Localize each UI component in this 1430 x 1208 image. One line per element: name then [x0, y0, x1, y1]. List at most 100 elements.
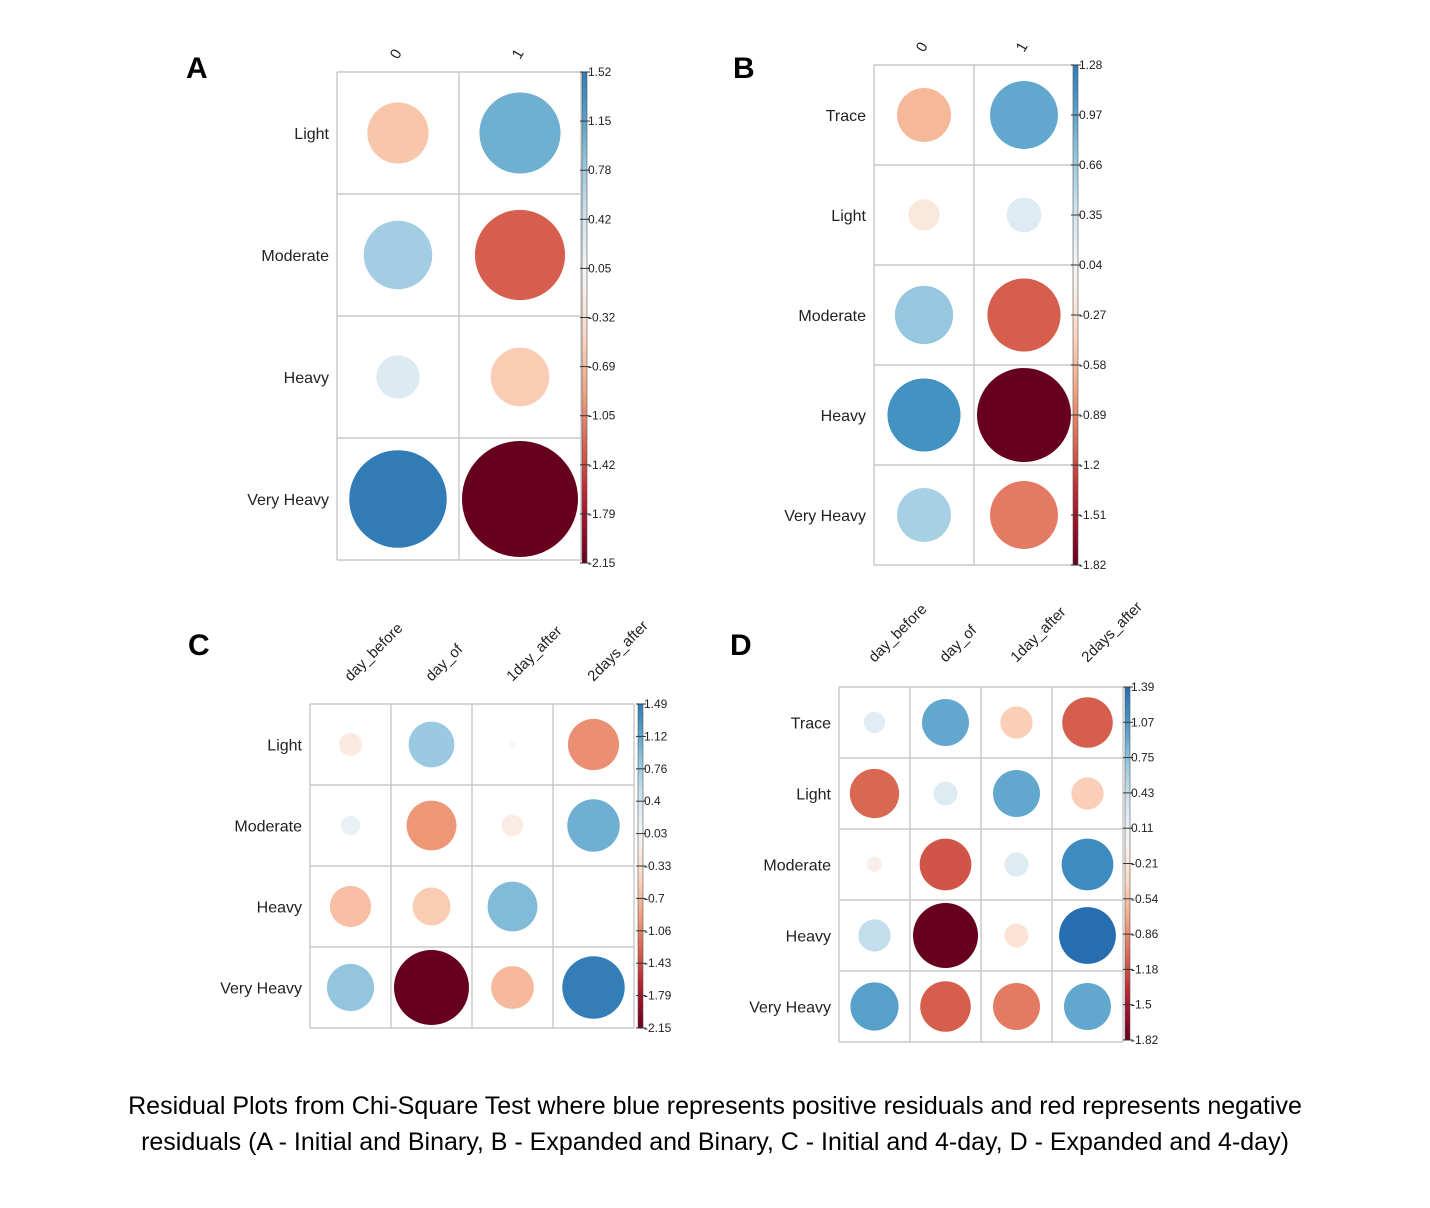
residual-circle-a-r2-c1 [490, 347, 550, 407]
colorbar-tick-label-b-5: -0.27 [1079, 308, 1107, 322]
caption-line-2: residuals (A - Initial and Binary, B - E… [141, 1128, 1289, 1156]
col-label-a-1: 1 [509, 46, 528, 62]
row-label-b-4: Very Heavy [784, 508, 866, 525]
colorbar-tick-label-d-3: 0.43 [1131, 786, 1155, 800]
col-label-d-0: day_before [865, 601, 930, 666]
residual-circle-d-r0-c2 [1000, 706, 1033, 739]
residual-circle-b-r2-c0 [894, 285, 954, 345]
colorbar-tick-label-c-3: 0.4 [644, 794, 661, 808]
residual-circle-a-r0-c0 [367, 102, 429, 164]
residual-circle-c-r1-c2 [501, 814, 524, 837]
colorbar-tick-label-d-10: -1.82 [1131, 1033, 1159, 1047]
row-label-b-2: Moderate [798, 308, 866, 325]
residual-plots-svg: A Light Moderate Heavy Very Heavy 0 1 1.52 1.15 0… [186, 39, 1159, 1047]
residual-circle-d-r3-c0 [858, 919, 891, 952]
col-label-d-3: 2days_after [1078, 598, 1145, 665]
colorbar-tick-label-d-4: 0.11 [1131, 821, 1154, 835]
colorbar-tick-label-d-9: -1.5 [1131, 998, 1152, 1012]
colorbar-tick-label-d-5: -0.21 [1131, 857, 1159, 871]
residual-circle-d-r4-c1 [920, 981, 971, 1032]
row-label-c-3: Very Heavy [220, 981, 302, 998]
row-label-d-3: Heavy [786, 929, 831, 946]
residual-circle-c-r2-c0 [329, 885, 372, 928]
residual-circle-a-r1-c1 [474, 209, 566, 301]
residual-circle-b-r3-c0 [887, 378, 961, 452]
residual-plots-figure: A Light Moderate Heavy Very Heavy 0 1 1.52 1.15 0… [186, 39, 1159, 1047]
residual-circle-d-r4-c2 [993, 983, 1040, 1030]
colorbar-tick-label-d-8: -1.18 [1131, 962, 1159, 976]
colorbar-tick-label-a-6: -0.69 [588, 360, 616, 374]
col-label-d-1: day_of [936, 621, 980, 665]
residual-circle-c-r1-c0 [340, 815, 361, 836]
colorbar-tick-label-c-1: 1.12 [644, 729, 668, 743]
col-label-b-1: 1 [1013, 39, 1032, 55]
row-label-d-0: Trace [791, 716, 831, 733]
residual-circle-d-r1-c2 [993, 770, 1040, 817]
row-label-b-1: Light [831, 208, 866, 225]
row-label-b-3: Heavy [821, 408, 866, 425]
colorbar-tick-label-d-1: 1.07 [1131, 715, 1155, 729]
colorbar-tick-label-b-7: -0.89 [1079, 408, 1107, 422]
residual-circle-c-r3-c2 [491, 966, 534, 1009]
panel-letter-a: A [186, 52, 208, 85]
residual-circle-d-r2-c0 [866, 856, 883, 873]
colorbar-tick-label-a-2: 0.78 [588, 163, 612, 177]
colorbar-tick-label-b-3: 0.35 [1079, 208, 1103, 222]
residual-circle-b-r0-c0 [897, 88, 951, 142]
residual-circle-c-r0-c0 [339, 733, 362, 756]
colorbar-tick-label-c-8: -1.43 [644, 956, 672, 970]
colorbar-tick-label-a-5: -0.32 [588, 311, 616, 325]
col-label-c-1: day_of [422, 640, 466, 684]
residual-circle-a-r0-c1 [479, 92, 561, 174]
col-label-c-0: day_before [341, 620, 406, 685]
caption-line-1: Residual Plots from Chi-Square Test wher… [128, 1092, 1302, 1120]
colorbar-tick-label-c-4: 0.03 [644, 827, 668, 841]
row-label-a-0: Light [294, 126, 329, 143]
residual-circle-a-r1-c0 [363, 220, 433, 290]
residual-circle-d-r1-c0 [849, 768, 900, 819]
colorbar-tick-label-b-10: -1.82 [1079, 558, 1107, 572]
residual-circle-b-r1-c0 [908, 199, 940, 231]
residual-circle-a-r3-c1 [462, 441, 578, 557]
colorbar-tick-label-a-10: -2.15 [588, 556, 616, 570]
residual-circle-d-r3-c2 [1004, 923, 1029, 948]
residual-circle-a-r2-c0 [376, 355, 420, 399]
colorbar-tick-label-a-7: -1.05 [588, 409, 616, 423]
residual-circle-d-r2-c2 [1004, 852, 1029, 877]
colorbar-tick-label-a-1: 1.15 [588, 114, 612, 128]
residual-circle-d-r4-c3 [1064, 983, 1111, 1030]
colorbar-tick-label-a-8: -1.42 [588, 458, 616, 472]
row-label-a-1: Moderate [261, 248, 329, 265]
residual-circle-b-r4-c1 [990, 481, 1058, 549]
colorbar-tick-label-c-0: 1.49 [644, 697, 668, 711]
residual-circle-b-r2-c1 [987, 278, 1061, 352]
colorbar-tick-label-b-6: -0.58 [1079, 358, 1107, 372]
residual-circle-d-r0-c3 [1062, 697, 1113, 748]
col-label-a-0: 0 [387, 46, 406, 62]
row-label-d-2: Moderate [763, 858, 831, 875]
colorbar-tick-label-a-9: -1.79 [588, 507, 616, 521]
colorbar-tick-label-b-4: 0.04 [1079, 258, 1103, 272]
panel-letter-b: B [733, 52, 755, 85]
residual-circle-c-r2-c1 [412, 887, 451, 926]
col-label-c-3: 2days_after [584, 617, 651, 684]
row-label-c-2: Heavy [257, 900, 302, 917]
col-label-d-2: 1day_after [1007, 604, 1069, 666]
colorbar-tick-label-b-2: 0.66 [1079, 158, 1103, 172]
colorbar-tick-label-d-6: -0.54 [1131, 892, 1159, 906]
residual-circle-d-r2-c1 [919, 838, 972, 891]
colorbar-tick-label-c-9: -1.79 [644, 989, 672, 1003]
colorbar-tick-label-c-5: -0.33 [644, 859, 672, 873]
row-label-c-0: Light [267, 738, 302, 755]
figure-caption: Residual Plots from Chi-Square Test wher… [0, 1088, 1430, 1160]
residual-circle-b-r4-c0 [897, 488, 951, 542]
residual-circle-d-r1-c3 [1071, 777, 1104, 810]
panel-a: A Light Moderate Heavy Very Heavy 0 1 1.52 1.15 0… [186, 46, 616, 570]
colorbar-tick-label-d-2: 0.75 [1131, 751, 1155, 765]
residual-circle-d-r3-c1 [913, 903, 978, 968]
residual-circle-c-r3-c0 [326, 963, 375, 1012]
residual-circle-c-r3-c1 [394, 950, 469, 1025]
colorbar-tick-label-c-6: -0.7 [644, 891, 665, 905]
colorbar-tick-label-a-0: 1.52 [588, 65, 612, 79]
residual-circle-c-r0-c3 [567, 718, 620, 771]
